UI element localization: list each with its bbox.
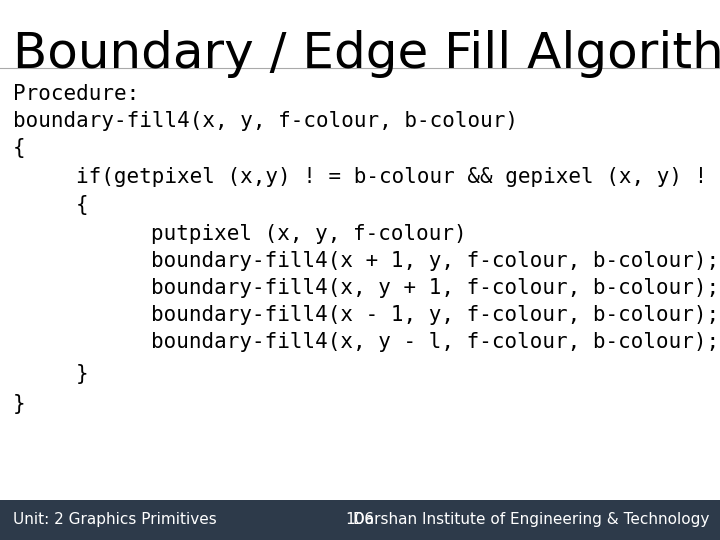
- Text: Procedure:: Procedure:: [13, 84, 139, 104]
- Text: boundary-fill4(x, y - l, f-colour, b-colour);: boundary-fill4(x, y - l, f-colour, b-col…: [151, 332, 719, 352]
- Text: boundary-fill4(x - 1, y, f-colour, b-colour);: boundary-fill4(x - 1, y, f-colour, b-col…: [151, 305, 719, 325]
- FancyBboxPatch shape: [0, 500, 720, 540]
- Text: 106: 106: [346, 512, 374, 527]
- Text: {: {: [76, 195, 89, 215]
- Text: Boundary / Edge Fill Algorithm: Boundary / Edge Fill Algorithm: [13, 30, 720, 78]
- Text: boundary-fill4(x + 1, y, f-colour, b-colour);: boundary-fill4(x + 1, y, f-colour, b-col…: [151, 251, 719, 271]
- Text: boundary-fill4(x, y, f-colour, b-colour): boundary-fill4(x, y, f-colour, b-colour): [13, 111, 518, 131]
- Text: }: }: [76, 364, 89, 384]
- Text: putpixel (x, y, f-colour): putpixel (x, y, f-colour): [151, 224, 467, 244]
- Text: if(getpixel (x,y) ! = b-colour && gepixel (x, y) ! = f-colour): if(getpixel (x,y) ! = b-colour && gepixe…: [76, 167, 720, 187]
- Text: }: }: [13, 394, 26, 414]
- Text: Darshan Institute of Engineering & Technology: Darshan Institute of Engineering & Techn…: [353, 512, 709, 527]
- Text: {: {: [13, 138, 26, 158]
- Text: boundary-fill4(x, y + 1, f-colour, b-colour);: boundary-fill4(x, y + 1, f-colour, b-col…: [151, 278, 719, 298]
- Text: Unit: 2 Graphics Primitives: Unit: 2 Graphics Primitives: [13, 512, 217, 527]
